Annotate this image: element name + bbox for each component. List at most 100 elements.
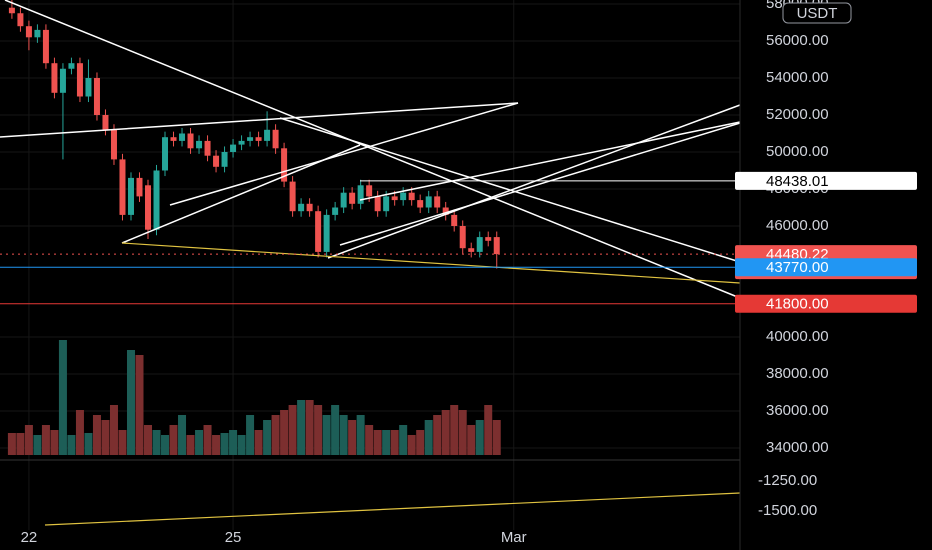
volume-bar <box>390 430 399 455</box>
candle-body <box>340 192 347 208</box>
trendline <box>0 102 519 138</box>
volume-bar <box>484 405 493 455</box>
price-tag <box>735 171 917 190</box>
volume-bar <box>280 410 289 455</box>
price-tag-label: 48438.01 <box>766 173 829 190</box>
volume-bar <box>161 435 170 455</box>
volume-bar <box>288 405 297 455</box>
candle-body <box>204 140 211 156</box>
candle-body <box>136 177 143 197</box>
candle-body <box>76 63 83 97</box>
volume-bar <box>16 433 25 455</box>
candle-body <box>247 137 254 141</box>
candle-body <box>374 196 381 212</box>
trendline <box>339 122 741 246</box>
volume-bar <box>101 420 110 455</box>
candle-body <box>298 203 305 212</box>
volume-bar <box>144 425 152 455</box>
candle-body <box>179 133 186 141</box>
candle-body <box>391 196 398 201</box>
candle-body <box>102 114 109 130</box>
volume-bar <box>314 405 323 455</box>
volume-bar <box>492 420 501 455</box>
volume-bar <box>50 430 59 455</box>
volume-bar <box>450 405 459 455</box>
volume-bar <box>373 430 382 455</box>
price-tag-label: 41800.00 <box>766 296 829 313</box>
volume-bar <box>475 420 484 455</box>
trendline <box>359 121 741 201</box>
candle-body <box>51 63 58 93</box>
candle-body <box>196 140 203 149</box>
volume-bar <box>41 425 50 455</box>
volume-bar <box>331 405 340 455</box>
volume-bar <box>169 425 178 455</box>
currency-label: USDT <box>797 5 838 22</box>
candle-body <box>400 192 407 201</box>
volume-bar <box>382 430 391 455</box>
candle-body <box>383 196 390 212</box>
candle-body <box>255 137 262 141</box>
volume-bar <box>126 350 135 455</box>
candle-body <box>230 144 237 152</box>
volume-bar <box>441 410 450 455</box>
x-tick-label: Mar <box>501 529 527 546</box>
volume-bar <box>195 430 204 455</box>
candle-body <box>468 248 475 252</box>
volume-bar <box>271 415 280 455</box>
volume-bar <box>135 355 144 455</box>
candle-body <box>42 29 49 64</box>
volume-bar <box>297 400 306 455</box>
volume-bar <box>84 433 93 455</box>
candle-body <box>425 196 432 208</box>
candle-body <box>93 77 100 115</box>
candle-body <box>59 68 66 93</box>
candle-body <box>153 170 160 230</box>
candle-body <box>238 140 245 145</box>
candle-body <box>417 200 424 208</box>
candle-body <box>127 177 134 215</box>
candle-body <box>145 185 151 230</box>
y-tick-label: 36000.00 <box>766 402 829 419</box>
price-tag-label: 43770.00 <box>766 259 829 276</box>
candle-body <box>357 185 364 204</box>
candle-body <box>110 129 117 160</box>
volume-bar <box>263 420 272 455</box>
candle-body <box>442 207 449 215</box>
y-tick-label: 56000.00 <box>766 32 829 49</box>
candle-body <box>187 133 194 149</box>
candle-body <box>85 77 92 97</box>
candle-body <box>459 225 466 249</box>
y-tick-label: 46000.00 <box>766 217 829 234</box>
candle-body <box>162 137 169 171</box>
volume-bar <box>254 430 263 455</box>
volume-bar <box>118 430 127 455</box>
y-tick-label: 38000.00 <box>766 365 829 382</box>
volume-bar <box>229 430 238 455</box>
candle-body <box>170 137 177 141</box>
volume-bar <box>339 415 348 455</box>
volume-bar <box>24 425 33 455</box>
candle-body <box>25 26 32 38</box>
volume-bar <box>365 425 374 455</box>
candle-body <box>119 159 126 215</box>
volume-bar <box>186 435 195 455</box>
volume-bar <box>178 415 187 455</box>
volume-bar <box>203 425 212 455</box>
candle-body <box>476 237 483 252</box>
candle-body <box>221 151 228 167</box>
candle-body <box>323 214 330 252</box>
trendlines <box>0 0 741 299</box>
volume-bar <box>467 425 476 455</box>
candle-body <box>289 181 296 212</box>
candle-body <box>493 237 500 255</box>
volume-bar <box>305 400 314 455</box>
candle-body <box>366 185 373 197</box>
volume-bar <box>407 435 416 455</box>
volume-bar <box>75 410 84 455</box>
volume-bar <box>458 410 467 455</box>
y-tick-label: 50000.00 <box>766 143 829 160</box>
x-tick-label: 25 <box>225 529 242 546</box>
